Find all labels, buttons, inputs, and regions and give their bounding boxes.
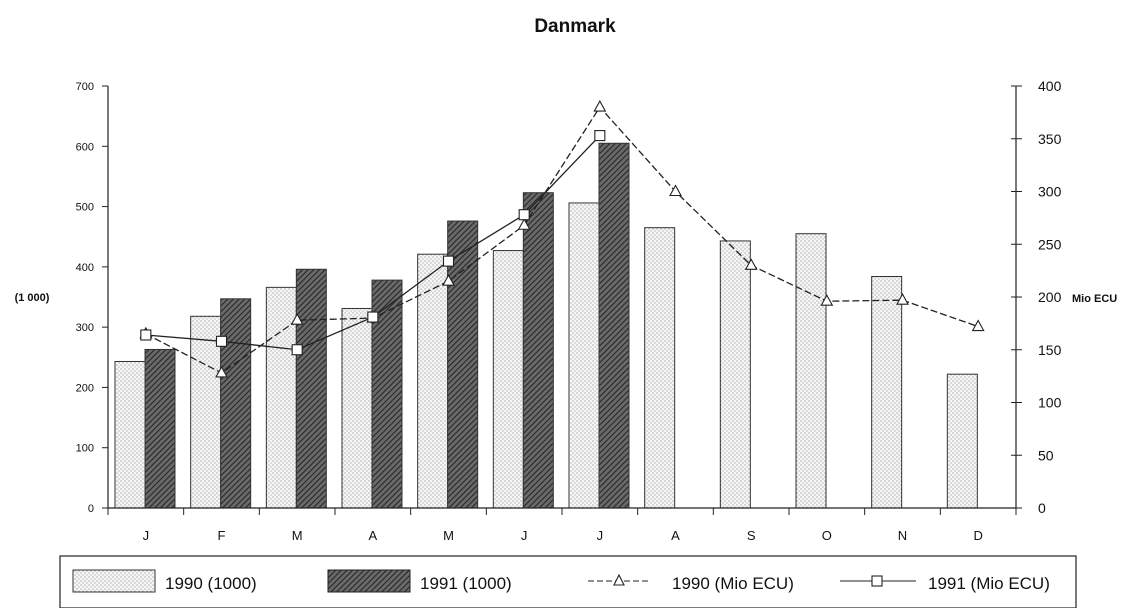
marker-1991-ecu-5 bbox=[442, 255, 455, 267]
x-tick-label: A bbox=[368, 528, 377, 543]
bar-1990-12 bbox=[946, 373, 978, 509]
marker-1990-ecu-5 bbox=[442, 274, 455, 286]
marker-1990-ecu-8 bbox=[669, 184, 682, 197]
x-tick-label: N bbox=[898, 528, 907, 543]
legend-label-1990-ecu: 1990 (Mio ECU) bbox=[672, 574, 794, 593]
y-left-tick-label: 0 bbox=[88, 503, 94, 515]
x-tick-label: J bbox=[597, 528, 604, 543]
x-tick-label: M bbox=[292, 528, 303, 543]
line-1990-ecu bbox=[145, 106, 979, 374]
bar-1990-11 bbox=[871, 276, 903, 509]
bar-1990-8 bbox=[644, 227, 676, 509]
legend-box bbox=[59, 555, 1077, 608]
y-left-tick-label: 400 bbox=[76, 262, 94, 274]
y-right-tick-label: 350 bbox=[1038, 131, 1062, 147]
y-left-tick-label: 500 bbox=[76, 202, 94, 214]
y-right-tick-label: 300 bbox=[1038, 184, 1062, 200]
chart-title: Danmark bbox=[534, 16, 616, 37]
marker-1991-ecu-2 bbox=[215, 335, 228, 347]
bar-1990-7 bbox=[568, 202, 600, 509]
x-tick-label: D bbox=[973, 528, 982, 543]
marker-1991-ecu-7 bbox=[594, 130, 606, 142]
y-right-tick-label: 400 bbox=[1038, 78, 1062, 94]
bar-1990-4 bbox=[341, 307, 373, 509]
x-tick-label: A bbox=[671, 528, 680, 543]
y-axis-left-label: (1 000) bbox=[15, 292, 50, 304]
bar-1990-2 bbox=[190, 315, 222, 509]
y-right-tick-label: 250 bbox=[1038, 236, 1062, 252]
x-tick-label: F bbox=[218, 528, 226, 543]
marker-1990-ecu-10 bbox=[820, 294, 834, 306]
marker-1990-ecu-2 bbox=[215, 365, 228, 378]
marker-1991-ecu-6 bbox=[518, 209, 530, 221]
bar-1990-3 bbox=[265, 286, 297, 509]
bar-1990-10 bbox=[795, 233, 827, 509]
marker-1990-ecu-12 bbox=[971, 319, 985, 332]
y-left-tick-label: 100 bbox=[76, 443, 94, 455]
marker-1990-ecu-7 bbox=[593, 99, 607, 112]
legend: 1990 (1000) 1991 (1000) 1990 (Mio ECU) 1… bbox=[59, 555, 1077, 608]
bar-1991-2 bbox=[220, 298, 252, 509]
y-left-tick-label: 600 bbox=[76, 141, 94, 153]
legend-triangle-marker bbox=[613, 573, 625, 586]
y-right-tick-label: 50 bbox=[1038, 447, 1054, 463]
marker-1991-ecu-1 bbox=[140, 329, 152, 341]
y-right-tick-label: 150 bbox=[1038, 342, 1062, 358]
legend-swatch-1990-bars bbox=[72, 569, 156, 593]
legend-square-marker bbox=[871, 575, 883, 587]
bar-1990-9 bbox=[719, 240, 751, 509]
y-right-tick-label: 200 bbox=[1038, 289, 1062, 305]
x-tick-label: O bbox=[822, 528, 832, 543]
marker-1990-ecu-3 bbox=[290, 313, 304, 325]
x-tick-label: J bbox=[521, 528, 528, 543]
y-axis-right-label: Mio ECU bbox=[1072, 293, 1117, 305]
bar-1991-1 bbox=[144, 348, 176, 509]
x-tick-label: S bbox=[747, 528, 756, 543]
bar-1991-3 bbox=[295, 268, 327, 509]
x-tick-label: J bbox=[143, 528, 150, 543]
y-right-tick-label: 100 bbox=[1038, 395, 1062, 411]
bar-1991-7 bbox=[598, 142, 630, 509]
marker-1991-ecu-4 bbox=[367, 311, 379, 323]
bar-1990-5 bbox=[417, 253, 449, 509]
marker-1990-ecu-9 bbox=[744, 258, 758, 270]
y-left-tick-label: 200 bbox=[76, 382, 94, 394]
y-left-tick-label: 700 bbox=[76, 81, 94, 93]
legend-label-1991-bars: 1991 (1000) bbox=[420, 574, 512, 593]
marker-1990-ecu-6 bbox=[517, 218, 531, 230]
x-tick-label: M bbox=[443, 528, 454, 543]
marker-1990-ecu-11 bbox=[896, 293, 909, 305]
legend-swatch-1991-bars bbox=[327, 569, 411, 593]
y-left-tick-label: 300 bbox=[76, 322, 94, 334]
bar-1991-6 bbox=[522, 192, 554, 509]
bar-1990-6 bbox=[492, 250, 524, 509]
bar-1990-1 bbox=[114, 361, 146, 509]
legend-label-1991-ecu: 1991 (Mio ECU) bbox=[928, 574, 1050, 593]
legend-label-1990-bars: 1990 (1000) bbox=[165, 574, 257, 593]
bar-1991-5 bbox=[447, 220, 479, 509]
marker-1991-ecu-3 bbox=[291, 344, 303, 356]
y-right-tick-label: 0 bbox=[1038, 500, 1046, 516]
